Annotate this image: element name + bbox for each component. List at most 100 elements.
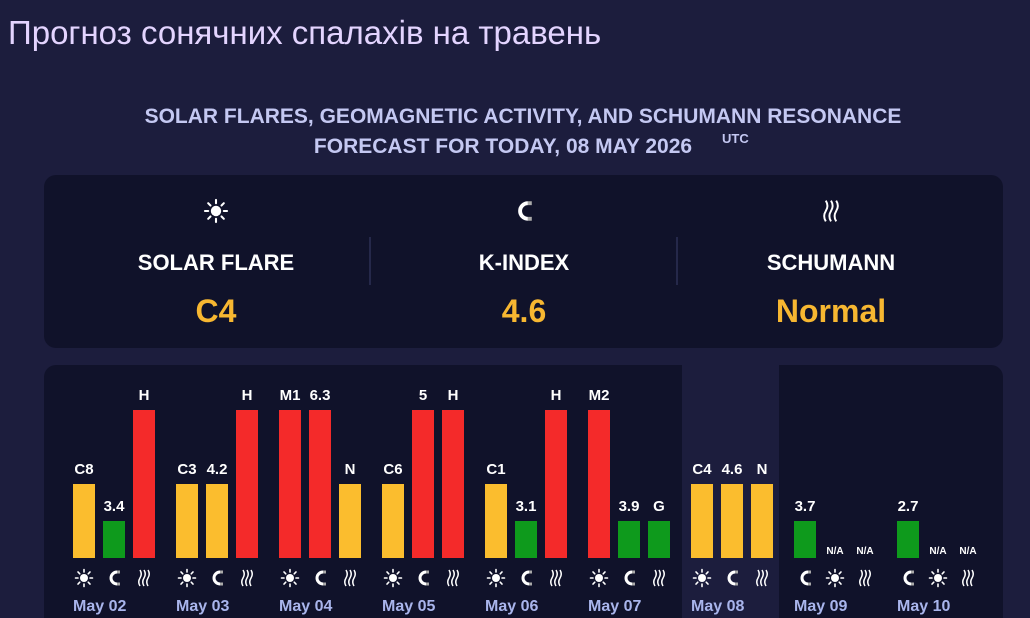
summary-value: 4.6	[502, 293, 546, 329]
sun-ray	[77, 571, 81, 575]
wave-line	[558, 569, 562, 587]
sun-ray	[386, 571, 390, 575]
sun-core	[698, 574, 706, 582]
wave-line	[863, 569, 867, 587]
icon-magnet	[418, 570, 429, 586]
bar	[618, 521, 640, 558]
magnet-shape	[727, 570, 736, 586]
sun-ray	[283, 571, 287, 575]
sun-core	[831, 574, 839, 582]
bar	[721, 484, 743, 558]
sun-ray	[180, 581, 184, 585]
bar	[176, 484, 198, 558]
day-label: May 10	[897, 598, 950, 615]
sun-ray	[499, 571, 503, 575]
icon-magnet	[624, 570, 635, 586]
bar	[515, 521, 537, 558]
bar-label: 3.1	[516, 498, 537, 515]
bar-label: H	[551, 387, 562, 404]
sun-ray	[828, 581, 832, 585]
icon-waves	[859, 569, 871, 587]
bar	[545, 410, 567, 558]
sun-ray	[396, 581, 400, 585]
magnet-shape	[109, 570, 118, 586]
wave-line	[970, 569, 974, 587]
wave-line	[554, 569, 558, 587]
wave-line	[756, 569, 760, 587]
subtitle: FORECAST FOR TODAY, 08 MAY 2026	[314, 135, 692, 158]
wave-line	[653, 569, 657, 587]
sun-ray	[828, 571, 832, 575]
bar-label: 3.7	[795, 498, 816, 515]
day-label: May 06	[485, 598, 538, 615]
wave-line	[241, 569, 245, 587]
wave-line	[867, 569, 871, 587]
summary-label: K-INDEX	[479, 250, 570, 275]
wave-line	[249, 569, 253, 587]
wave-line	[764, 569, 768, 587]
wave-line	[344, 569, 348, 587]
wave-line	[352, 569, 356, 587]
icon-magnet	[521, 570, 532, 586]
bar-label-na: N/A	[929, 546, 946, 557]
bar	[648, 521, 670, 558]
wave-line	[828, 200, 834, 222]
icon-magnet	[903, 570, 914, 586]
bar-label: G	[653, 498, 665, 515]
sun-ray	[190, 571, 194, 575]
icon-sun	[74, 568, 94, 588]
sun-ray	[838, 581, 842, 585]
sun-ray	[838, 571, 842, 575]
bar-label-na: N/A	[826, 546, 843, 557]
bar-label: H	[448, 387, 459, 404]
bar-label: 2.7	[898, 498, 919, 515]
sun-ray	[207, 202, 212, 207]
wave-line	[348, 569, 352, 587]
sun-core	[595, 574, 603, 582]
wave-line	[138, 569, 142, 587]
sun-core	[183, 574, 191, 582]
sun-ray	[207, 215, 212, 220]
wave-line	[657, 569, 661, 587]
wave-line	[962, 569, 966, 587]
sun-ray	[77, 581, 81, 585]
icon-magnet	[518, 201, 532, 221]
wave-line	[823, 200, 829, 222]
icon-waves	[241, 569, 253, 587]
sun-ray	[941, 571, 945, 575]
bar	[339, 484, 361, 558]
bar-label-na: N/A	[959, 546, 976, 557]
wave-line	[760, 569, 764, 587]
day-label: May 08	[691, 598, 744, 615]
sun-ray	[602, 571, 606, 575]
wave-line	[661, 569, 665, 587]
icon-waves	[550, 569, 562, 587]
bar	[236, 410, 258, 558]
sun-ray	[695, 581, 699, 585]
bar-label: M2	[589, 387, 610, 404]
bar	[442, 410, 464, 558]
sun-ray	[386, 581, 390, 585]
subtitle: SOLAR FLARES, GEOMAGNETIC ACTIVITY, AND …	[145, 105, 902, 128]
sun-core	[286, 574, 294, 582]
sun-ray	[87, 581, 91, 585]
bar	[412, 410, 434, 558]
bar-label: 3.4	[104, 498, 126, 515]
sun-ray	[293, 571, 297, 575]
sun-ray	[931, 581, 935, 585]
icon-magnet	[212, 570, 223, 586]
bar	[133, 410, 155, 558]
bar	[794, 521, 816, 558]
sun-ray	[293, 581, 297, 585]
sun-ray	[592, 571, 596, 575]
icon-magnet	[727, 570, 738, 586]
icon-sun	[589, 568, 609, 588]
sun-ray	[705, 581, 709, 585]
icon-waves	[447, 569, 459, 587]
sun-ray	[705, 571, 709, 575]
bar	[897, 521, 919, 558]
icon-sun	[825, 568, 845, 588]
bar-label: 6.3	[310, 387, 331, 404]
bar-label-na: N/A	[856, 546, 873, 557]
